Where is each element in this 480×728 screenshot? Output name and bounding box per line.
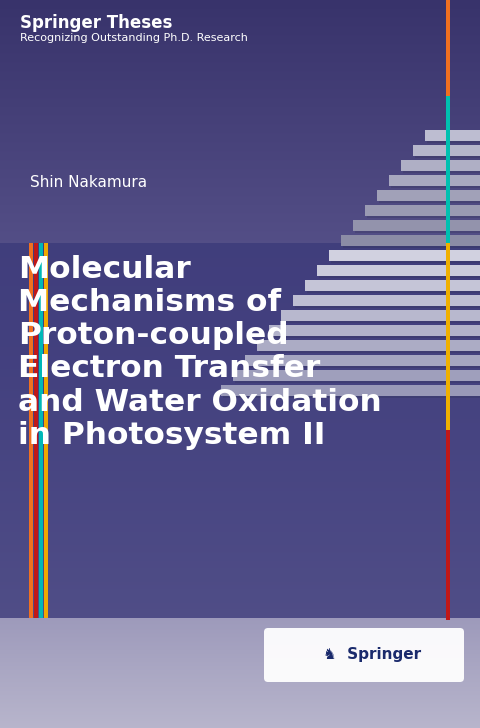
Bar: [305, 280, 480, 291]
Bar: [343, 245, 480, 248]
Bar: [223, 395, 480, 398]
Bar: [295, 305, 480, 308]
Bar: [0, 243, 480, 618]
Bar: [44, 243, 48, 618]
Bar: [247, 365, 480, 368]
Bar: [446, 430, 450, 620]
Bar: [283, 320, 480, 323]
Text: Shin Nakamura: Shin Nakamura: [30, 175, 147, 190]
Bar: [271, 335, 480, 338]
Bar: [379, 200, 480, 203]
Bar: [319, 275, 480, 278]
Bar: [269, 325, 480, 336]
Bar: [446, 243, 450, 430]
Bar: [446, 96, 450, 243]
Bar: [391, 185, 480, 188]
Bar: [377, 190, 480, 201]
Bar: [427, 140, 480, 143]
Bar: [355, 230, 480, 233]
Bar: [329, 250, 480, 261]
Bar: [367, 215, 480, 218]
Bar: [317, 265, 480, 276]
Bar: [34, 243, 38, 618]
Bar: [353, 220, 480, 231]
Bar: [425, 130, 480, 141]
Bar: [235, 380, 480, 383]
Bar: [221, 385, 480, 396]
Bar: [446, 0, 450, 96]
FancyBboxPatch shape: [264, 628, 464, 682]
Bar: [389, 175, 480, 186]
Bar: [403, 170, 480, 173]
Bar: [293, 295, 480, 306]
Text: Springer Theses: Springer Theses: [20, 14, 172, 32]
Bar: [39, 243, 43, 618]
Bar: [307, 290, 480, 293]
Bar: [331, 260, 480, 263]
Bar: [413, 145, 480, 156]
Bar: [257, 340, 480, 351]
Bar: [401, 160, 480, 171]
Bar: [233, 370, 480, 381]
Text: ♞  Springer: ♞ Springer: [323, 647, 421, 662]
Bar: [365, 205, 480, 216]
Text: Molecular
Mechanisms of
Proton-coupled
Electron Transfer
and Water Oxidation
in : Molecular Mechanisms of Proton-coupled E…: [18, 255, 382, 450]
Bar: [341, 235, 480, 246]
Bar: [281, 310, 480, 321]
Text: Recognizing Outstanding Ph.D. Research: Recognizing Outstanding Ph.D. Research: [20, 33, 248, 43]
Bar: [259, 350, 480, 353]
Bar: [29, 243, 33, 618]
Bar: [415, 155, 480, 158]
Bar: [245, 355, 480, 366]
